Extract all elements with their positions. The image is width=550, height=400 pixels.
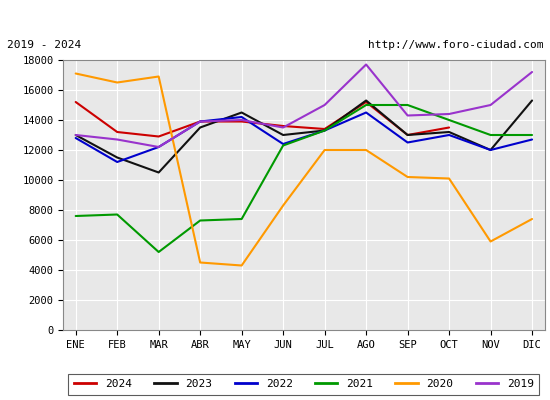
- Legend: 2024, 2023, 2022, 2021, 2020, 2019: 2024, 2023, 2022, 2021, 2020, 2019: [68, 374, 540, 395]
- Text: http://www.foro-ciudad.com: http://www.foro-ciudad.com: [368, 40, 543, 50]
- Text: Evolucion Nº Turistas Nacionales en el municipio de Antequera: Evolucion Nº Turistas Nacionales en el m…: [31, 10, 519, 24]
- Text: 2019 - 2024: 2019 - 2024: [7, 40, 81, 50]
